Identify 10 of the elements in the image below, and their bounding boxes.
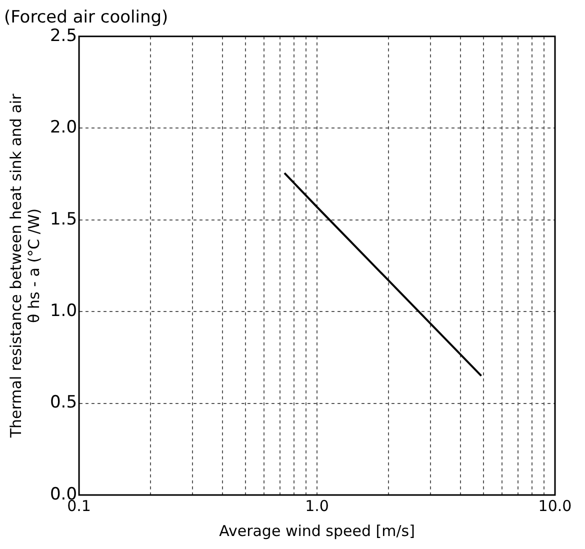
y-axis-title: Thermal resistance between heat sink and air θ hs - a (°C /W) [6,92,43,439]
y-tick-label: 2.5 [50,26,78,46]
chart-title: (Forced air cooling) [4,8,168,28]
x-tick-label: 10.0 [538,496,572,515]
y-tick-label: 1.0 [50,300,78,321]
y-tick-label: 1.5 [50,209,78,230]
x-tick-label: 1.0 [305,496,329,515]
x-axis-title: Average wind speed [m/s] [219,522,415,540]
y-tick-label: 2.0 [50,118,78,138]
y-tick-label: 0.5 [50,392,78,413]
